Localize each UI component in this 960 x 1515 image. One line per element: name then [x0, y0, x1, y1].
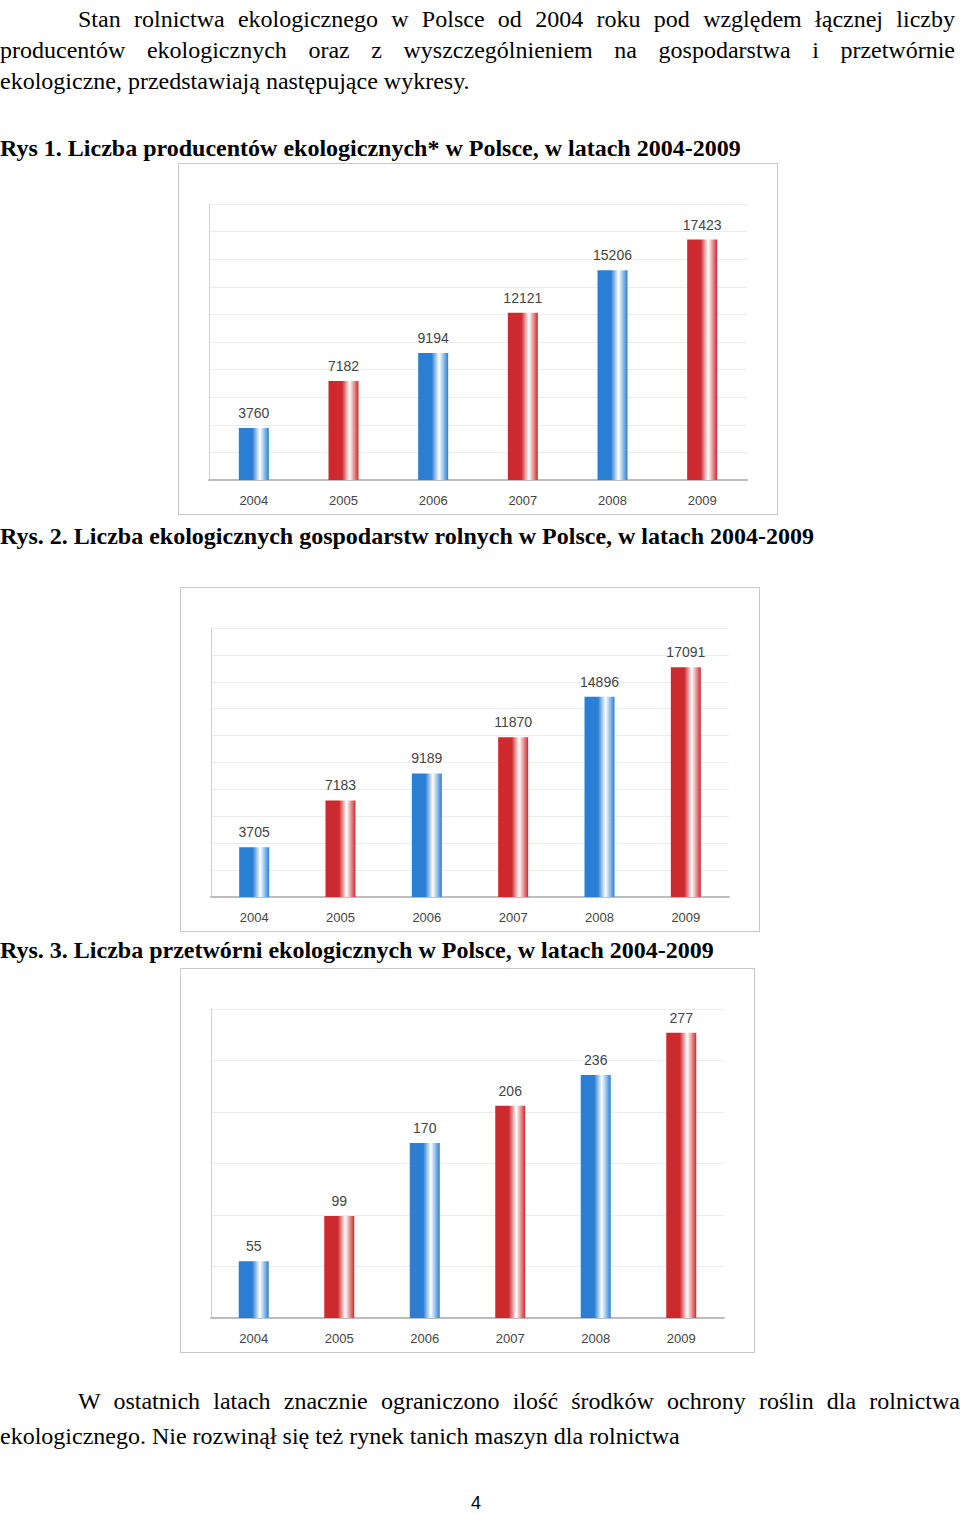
svg-text:236: 236	[584, 1052, 608, 1068]
svg-text:277: 277	[670, 1010, 694, 1026]
svg-text:2009: 2009	[667, 1331, 696, 1346]
svg-text:3760: 3760	[238, 405, 269, 421]
svg-text:2006: 2006	[412, 910, 441, 925]
svg-text:2009: 2009	[688, 493, 717, 508]
svg-text:2006: 2006	[410, 1331, 439, 1346]
svg-text:15206: 15206	[593, 247, 632, 263]
html-text:Stan rolnictwa ekologicznego w: Stan rolnictwa ekologicznego w Polsce od…	[0, 6, 955, 94]
svg-text:2008: 2008	[585, 910, 614, 925]
svg-text:7182: 7182	[328, 358, 359, 374]
svg-text:17091: 17091	[666, 644, 705, 660]
svg-text:2004: 2004	[239, 1331, 268, 1346]
svg-text:7183: 7183	[325, 777, 356, 793]
html-text:Rys. 2. Liczba ekologicznych g: Rys. 2. Liczba ekologicznych gospodarstw…	[0, 523, 814, 549]
svg-text:12121: 12121	[503, 290, 542, 306]
svg-text:2008: 2008	[598, 493, 627, 508]
svg-text:9189: 9189	[411, 750, 442, 766]
svg-text:2005: 2005	[329, 493, 358, 508]
html-text:4: 4	[471, 1493, 481, 1513]
svg-text:2007: 2007	[496, 1331, 525, 1346]
svg-text:99: 99	[331, 1193, 347, 1209]
html-text:Rys. 3. Liczba przetwórni ekol: Rys. 3. Liczba przetwórni ekologicznych …	[0, 937, 714, 963]
svg-text:2006: 2006	[419, 493, 448, 508]
svg-text:55: 55	[246, 1238, 262, 1254]
svg-text:2005: 2005	[326, 910, 355, 925]
html-text:Rys 1. Liczba producentów ekol: Rys 1. Liczba producentów ekologicznych*…	[0, 135, 741, 161]
svg-text:2007: 2007	[508, 493, 537, 508]
svg-text:11870: 11870	[494, 714, 532, 730]
svg-text:2009: 2009	[671, 910, 700, 925]
svg-text:2005: 2005	[325, 1331, 354, 1346]
svg-text:17423: 17423	[683, 217, 722, 233]
svg-text:2008: 2008	[581, 1331, 610, 1346]
svg-text:170: 170	[413, 1120, 437, 1136]
svg-text:2004: 2004	[239, 493, 268, 508]
svg-text:3705: 3705	[239, 824, 270, 840]
svg-text:206: 206	[499, 1083, 523, 1099]
svg-text:14896: 14896	[580, 674, 619, 690]
svg-text:9194: 9194	[418, 330, 449, 346]
svg-text:2007: 2007	[499, 910, 528, 925]
svg-text:2004: 2004	[240, 910, 269, 925]
html-text:W ostatnich latach znacznie og: W ostatnich latach znacznie ograniczono …	[0, 1388, 960, 1449]
